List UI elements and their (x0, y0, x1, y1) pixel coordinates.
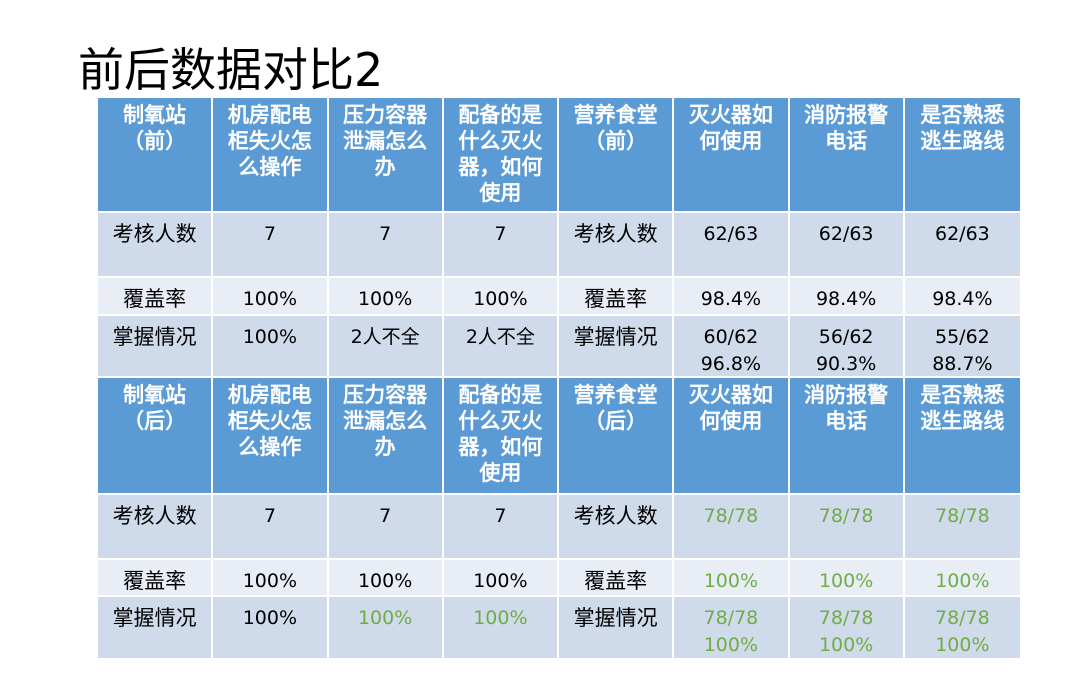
table-cell: 2人不全 (328, 316, 444, 378)
table-cell: 78/78 100% (904, 597, 1020, 660)
cell-line: 90.3% (815, 353, 877, 375)
slide-title: 前后数据对比2 (78, 43, 384, 97)
table-cell: 掌握情况 (98, 316, 214, 378)
table-cell: 100% (328, 560, 444, 597)
table-cell: 100% (213, 316, 329, 378)
table-row: 掌握情况 100% 100% 100% 掌握情况 78/78 100% 78/78 100% 78… (98, 597, 1020, 660)
table-row: 考核人数 7 7 7 考核人数 78/78 78/78 78/78 (98, 495, 1020, 560)
header-cell: 灭火器如何使用 (674, 378, 790, 495)
header-cell: 消防报警电话 (789, 98, 905, 213)
table-cell: 考核人数 (559, 213, 675, 278)
table-cell: 考核人数 (98, 495, 214, 560)
header-row: 制氧站（前） 机房配电柜失火怎么操作 压力容器泄漏怎么办 配备的是什么灭火器，如何使用… (98, 98, 1020, 213)
comparison-table: 制氧站（前） 机房配电柜失火怎么操作 压力容器泄漏怎么办 配备的是什么灭火器，如何使用… (98, 98, 1020, 660)
header-cell: 机房配电柜失火怎么操作 (213, 98, 329, 213)
table-cell: 78/78 (674, 495, 790, 560)
header-cell: 营养食堂（后） (559, 378, 675, 495)
cell-line: 88.7% (932, 353, 993, 375)
cell-line: 55/62 (934, 326, 990, 348)
table-cell: 56/62 90.3% (789, 316, 905, 378)
table-row: 考核人数 7 7 7 考核人数 62/63 62/63 62/63 (98, 213, 1020, 278)
header-cell: 是否熟悉逃生路线 (904, 98, 1020, 213)
table-row: 覆盖率 100% 100% 100% 覆盖率 100% 100% 100% (98, 560, 1020, 597)
header-cell: 配备的是什么灭火器，如何使用 (443, 378, 559, 495)
cell-line: 60/62 (703, 326, 759, 348)
table-cell: 覆盖率 (98, 560, 214, 597)
table-cell: 78/78 (789, 495, 905, 560)
header-cell: 压力容器泄漏怎么办 (328, 98, 444, 213)
table-cell: 覆盖率 (559, 560, 675, 597)
table-cell: 100% (789, 560, 905, 597)
table-cell: 100% (213, 560, 329, 597)
header-cell: 压力容器泄漏怎么办 (328, 378, 444, 495)
header-row: 制氧站（后） 机房配电柜失火怎么操作 压力容器泄漏怎么办 配备的是什么灭火器，如何使用… (98, 378, 1020, 495)
table-cell: 覆盖率 (559, 278, 675, 316)
cell-line: 96.8% (700, 353, 762, 375)
table-cell: 78/78 100% (674, 597, 790, 660)
header-cell: 灭火器如何使用 (674, 98, 790, 213)
table-cell: 100% (674, 560, 790, 597)
table-cell: 2人不全 (443, 316, 559, 378)
table-cell: 100% (443, 597, 559, 660)
table-cell: 60/62 96.8% (674, 316, 790, 378)
table-cell: 62/63 (674, 213, 790, 278)
table-cell: 98.4% (789, 278, 905, 316)
table-cell: 100% (328, 597, 444, 660)
table-cell: 100% (328, 278, 444, 316)
table-cell: 100% (443, 560, 559, 597)
cell-line: 100% (935, 634, 990, 656)
table-cell: 62/63 (789, 213, 905, 278)
table-row: 掌握情况 100% 2人不全 2人不全 掌握情况 60/62 96.8% 56/62 90.3%… (98, 316, 1020, 378)
table-cell: 62/63 (904, 213, 1020, 278)
table-cell: 98.4% (674, 278, 790, 316)
table-cell: 100% (443, 278, 559, 316)
table-cell: 100% (213, 278, 329, 316)
cell-line: 78/78 (818, 607, 874, 629)
table-cell: 考核人数 (98, 213, 214, 278)
table-cell: 覆盖率 (98, 278, 214, 316)
cell-line: 100% (703, 634, 759, 656)
table-cell: 7 (443, 213, 559, 278)
table-cell: 78/78 (904, 495, 1020, 560)
table-cell: 掌握情况 (559, 597, 675, 660)
table-cell: 考核人数 (559, 495, 675, 560)
header-cell: 消防报警电话 (789, 378, 905, 495)
table-row: 覆盖率 100% 100% 100% 覆盖率 98.4% 98.4% 98.4% (98, 278, 1020, 316)
header-cell: 制氧站（后） (98, 378, 214, 495)
table-cell: 100% (904, 560, 1020, 597)
header-cell: 制氧站（前） (98, 98, 214, 213)
table-cell: 7 (328, 213, 444, 278)
cell-line: 100% (818, 634, 874, 656)
table-cell: 78/78 100% (789, 597, 905, 660)
cell-line: 78/78 (703, 607, 759, 629)
header-cell: 机房配电柜失火怎么操作 (213, 378, 329, 495)
table-cell: 掌握情况 (559, 316, 675, 378)
table-cell: 7 (213, 213, 329, 278)
table-cell: 100% (213, 597, 329, 660)
table-cell: 7 (328, 495, 444, 560)
header-cell: 是否熟悉逃生路线 (904, 378, 1020, 495)
cell-line: 78/78 (934, 607, 990, 629)
table-cell: 98.4% (904, 278, 1020, 316)
cell-line: 56/62 (818, 326, 874, 348)
table-cell: 7 (443, 495, 559, 560)
table-cell: 55/62 88.7% (904, 316, 1020, 378)
table-cell: 掌握情况 (98, 597, 214, 660)
table-cell: 7 (213, 495, 329, 560)
header-cell: 配备的是什么灭火器，如何使用 (443, 98, 559, 213)
header-cell: 营养食堂（前） (559, 98, 675, 213)
